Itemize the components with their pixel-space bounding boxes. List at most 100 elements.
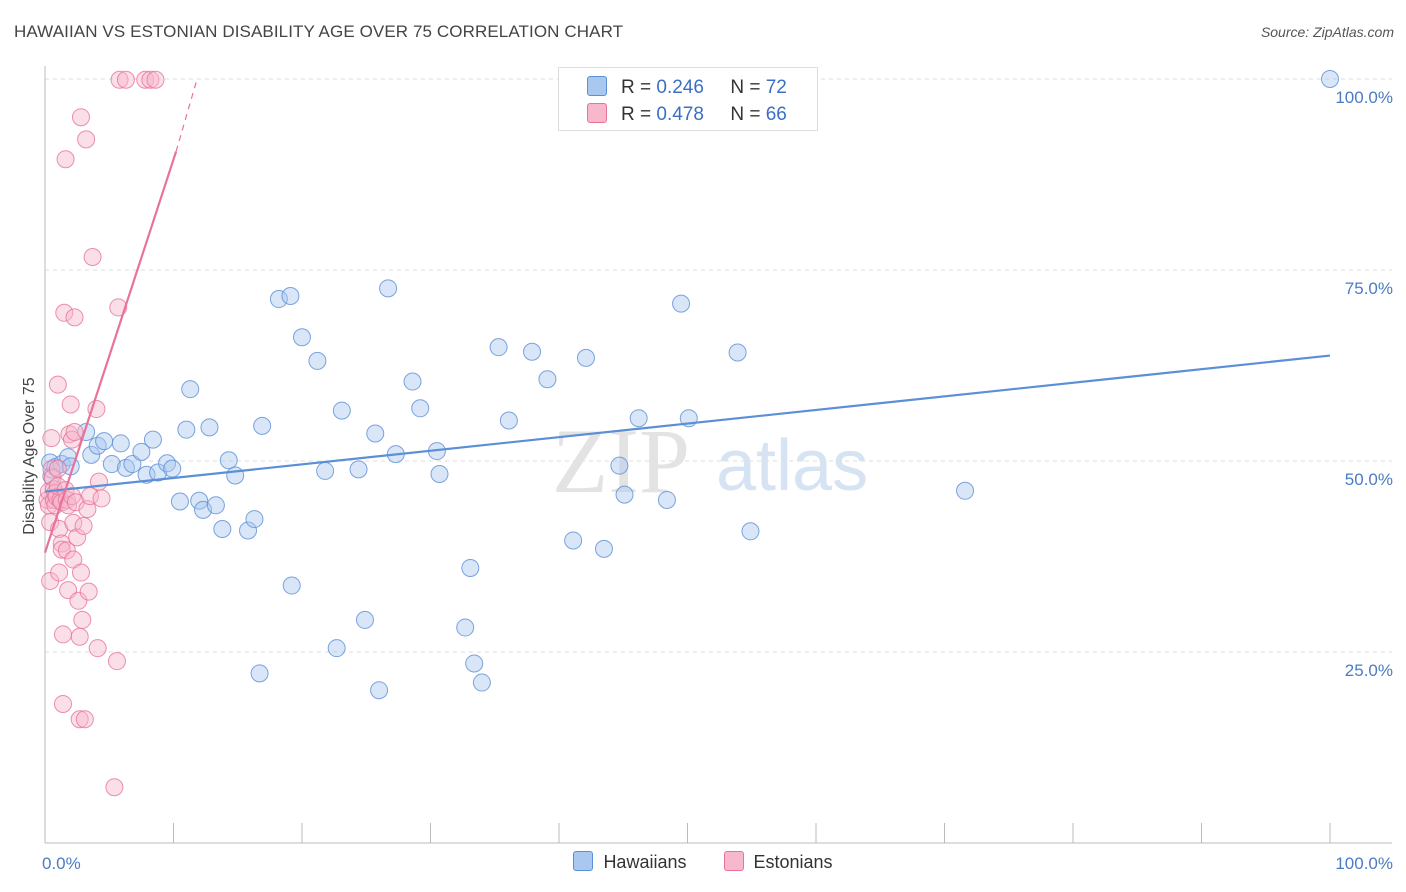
data-point [87,400,106,419]
data-point [73,610,92,629]
legend-label: Estonians [753,852,833,872]
axes [44,66,1392,844]
tick-labels: 0.0% 100.0% 25.0% 50.0% 75.0% 100.0% [42,88,1393,873]
n-label: N = [730,77,761,98]
data-point [149,463,168,482]
legend-item-estonians[interactable]: Estonians [723,851,833,873]
data-point [57,541,76,560]
data-point [61,395,80,414]
data-point [181,380,200,399]
data-point [615,485,634,504]
stats-row-hawaiians: R = 0.246 N = 72 [587,76,787,98]
data-point [253,416,272,435]
r-value: 0.478 [656,104,704,125]
data-point [472,673,491,692]
data-point [250,664,269,683]
data-point [370,681,389,700]
data-point [74,516,93,535]
data-point [105,778,124,797]
data-point [728,343,747,362]
watermark-zip: ZIP [552,410,690,512]
data-point [43,468,62,487]
data-point [111,434,130,453]
hawaiians-legend-swatch [573,851,594,871]
estonians-swatch [587,103,607,123]
data-point [282,576,301,595]
data-point [65,422,84,441]
data-point [79,582,98,601]
data-point [465,654,484,673]
r-value: 0.246 [656,77,704,98]
hawaiians-swatch [587,76,607,96]
data-point [68,528,87,547]
data-point [316,461,335,480]
legend-label: Hawaiians [603,852,687,872]
source-label: Source: ZipAtlas.com [1260,24,1394,40]
r-label: R = [621,77,652,98]
data-point [71,563,90,582]
data-point [42,429,61,448]
series-hawaiians [41,70,1339,700]
data-point [56,150,75,169]
data-point [137,465,156,484]
trend-extension-estonians [175,80,198,152]
data-point [741,522,760,541]
y-tick-label: 25.0% [1345,661,1393,680]
n-label: N = [730,104,761,125]
n-value: 72 [765,77,787,98]
series-estonians [38,70,165,797]
data-point [239,521,258,540]
data-point [657,490,676,509]
data-point [461,558,480,577]
estonians-legend-swatch [723,851,744,871]
data-point [538,370,557,389]
data-point [109,298,128,317]
data-point [88,436,107,455]
y-tick-label: 100.0% [1335,88,1393,107]
data-point [379,279,398,298]
data-point [281,286,300,305]
data-point [1321,70,1339,88]
data-point [88,639,107,658]
data-point [308,351,327,370]
legend-item-hawaiians[interactable]: Hawaiians [573,851,686,873]
data-point [411,399,430,418]
data-point [71,108,90,127]
y-tick-label: 50.0% [1345,470,1393,489]
data-points [38,70,1339,797]
data-point [170,492,189,511]
data-point [672,294,691,313]
data-point [143,430,162,449]
data-point [136,70,155,89]
series-legend: Hawaiians Estonians [0,851,1406,873]
data-point [70,710,89,729]
data-point [293,328,311,347]
data-point [123,455,142,474]
data-point [327,639,346,658]
data-point [366,424,385,443]
data-point [65,308,84,327]
data-point [64,513,83,532]
data-point [141,70,160,89]
data-point [594,539,613,558]
data-point [107,652,126,671]
y-tick-label: 75.0% [1345,279,1393,298]
data-point [102,455,121,474]
data-point [355,610,374,629]
watermark-atlas: atlas [716,426,868,506]
data-point [564,531,583,550]
data-point [95,432,114,451]
data-point [332,401,351,420]
data-point [50,563,69,582]
data-point [213,519,232,538]
data-point [132,442,151,461]
data-point [956,481,975,500]
data-point [53,625,72,644]
data-point [489,338,508,357]
data-point [456,618,475,637]
chart-title: HAWAIIAN VS ESTONIAN DISABILITY AGE OVER… [14,22,624,41]
data-point [190,491,209,510]
data-point [403,372,422,391]
data-point [163,459,182,478]
